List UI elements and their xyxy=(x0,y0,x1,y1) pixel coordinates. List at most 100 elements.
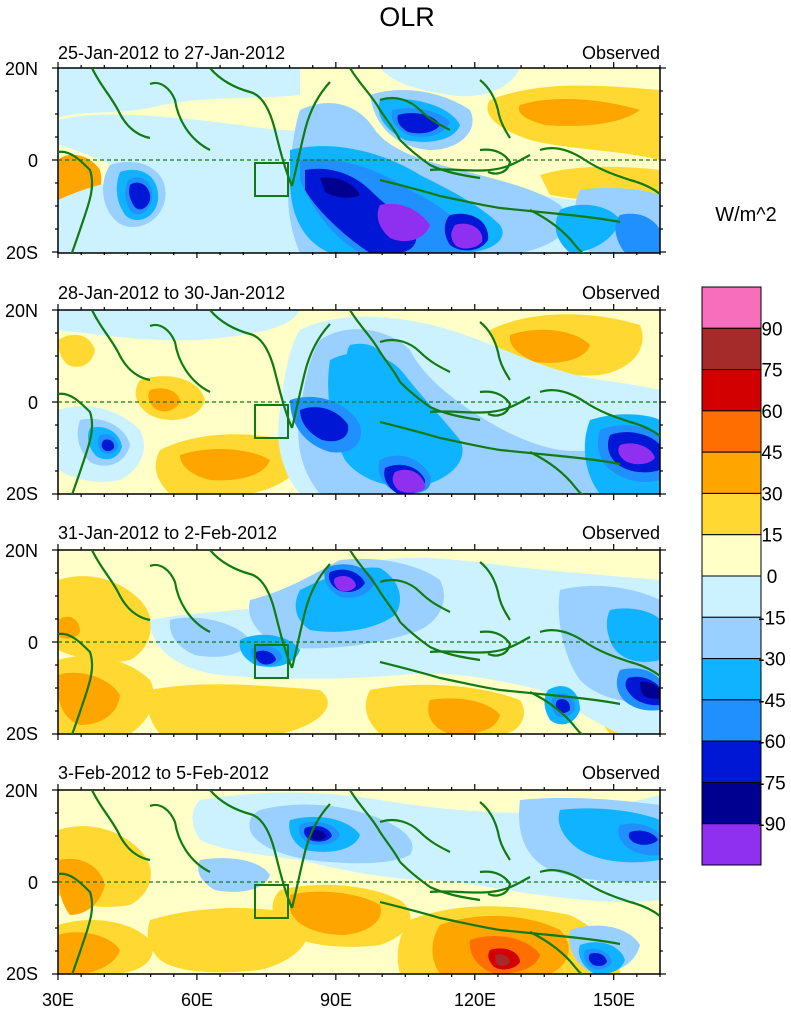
colorbar-swatch xyxy=(701,492,762,536)
panel-1-label: Observed xyxy=(582,43,660,63)
coastline-segment xyxy=(149,323,211,393)
panel-1-date-range: 25-Jan-2012 to 27-Jan-2012 xyxy=(58,43,285,63)
coastline-segment xyxy=(399,139,481,180)
colorbar-swatch xyxy=(701,658,762,701)
colorbar-swatch xyxy=(701,286,762,329)
coastline-segment xyxy=(529,209,585,253)
coastline-segment xyxy=(58,150,94,253)
colorbar-swatch xyxy=(701,740,762,783)
lat-label-0: 0 xyxy=(28,873,38,893)
lon-label-150e: 150E xyxy=(593,990,635,1010)
coastline-segment xyxy=(349,550,401,623)
lat-label-0: 0 xyxy=(28,151,38,171)
lon-labels: 30E 60E 90E 120E 150E xyxy=(42,990,635,1010)
lat-label-20s: 20S xyxy=(6,724,38,744)
colorbar-swatch xyxy=(701,781,762,825)
coastline-segment xyxy=(479,801,511,861)
colorbar-level-label: 90 xyxy=(761,319,782,340)
coastline-segment xyxy=(379,338,451,373)
coastline-segment xyxy=(379,900,501,932)
coastline-segment xyxy=(91,790,151,862)
panel-2-label: Observed xyxy=(582,283,660,303)
lon-label-30e: 30E xyxy=(42,990,74,1010)
colorbar-level-label: 45 xyxy=(761,443,782,464)
panel-2: 28-Jan-2012 to 30-Jan-2012 Observed xyxy=(57,283,661,495)
lat-label-0: 0 xyxy=(28,633,38,653)
coastline-segment xyxy=(290,81,331,187)
coastline-segment xyxy=(499,206,621,224)
coastline-segment xyxy=(379,660,501,692)
lat-labels-panel-3: 20N 0 20S xyxy=(5,541,38,744)
coastline-segment xyxy=(379,178,501,210)
lat-labels-panel-1: 20N 0 20S xyxy=(5,59,38,263)
coastline-segment xyxy=(529,691,584,734)
coastline-segment xyxy=(149,803,211,873)
coastline-segment xyxy=(479,630,512,657)
coastline-segment xyxy=(349,68,401,141)
colorbar-swatch xyxy=(701,823,762,866)
colorbar-swatch xyxy=(701,451,762,494)
coastline-segment xyxy=(539,146,660,195)
colorbar-swatch xyxy=(701,410,762,453)
coastline-segment xyxy=(479,79,511,139)
coastline-segment xyxy=(149,563,211,633)
panel-4-coastlines xyxy=(58,790,660,974)
panel-3-date-range: 31-Jan-2012 to 2-Feb-2012 xyxy=(58,523,277,543)
coastline-segment xyxy=(399,621,481,662)
colorbar-level-label: 30 xyxy=(761,484,782,505)
colorbar-level-label: -75 xyxy=(758,773,785,794)
coastline-segment xyxy=(539,868,660,917)
panel-1: 25-Jan-2012 to 27-Jan-2012 Observed xyxy=(57,43,661,254)
panel-2-date-range: 28-Jan-2012 to 30-Jan-2012 xyxy=(58,283,285,303)
coastline-segment xyxy=(479,321,511,381)
coastline-segment xyxy=(379,420,501,452)
coastline-segment xyxy=(290,563,331,669)
colorbar-level-label: 15 xyxy=(761,526,782,547)
lon-label-90e: 90E xyxy=(320,990,352,1010)
coastline-segment xyxy=(58,632,94,734)
region-box xyxy=(254,404,289,439)
coastline-segment xyxy=(58,872,94,974)
lat-label-20n: 20N xyxy=(5,781,38,801)
coastline-segment xyxy=(349,310,401,383)
coastline-segment xyxy=(290,803,331,909)
lat-labels-panel-4: 20N 0 20S xyxy=(5,781,38,984)
coastline-segment xyxy=(499,688,621,706)
panel-3-label: Observed xyxy=(582,523,660,543)
region-box xyxy=(254,644,289,679)
coastline-segment xyxy=(529,451,584,494)
colorbar-level-label: 60 xyxy=(761,402,782,423)
coastline-segment xyxy=(349,790,401,863)
panel-2-ticks xyxy=(52,304,666,500)
panel-4-ticks xyxy=(52,784,666,980)
coastline-segment xyxy=(379,818,451,853)
coastline-segment xyxy=(379,96,451,131)
colorbar-level-label: -30 xyxy=(758,650,785,671)
coastline-segment xyxy=(479,390,512,417)
colorbar-swatch xyxy=(701,616,762,660)
coastline-segment xyxy=(529,931,584,974)
coastline-segment xyxy=(499,448,621,466)
colorbar-swatch xyxy=(701,327,762,371)
coastline-segment xyxy=(91,68,151,140)
coastline-segment xyxy=(91,550,151,622)
lat-label-20s: 20S xyxy=(6,484,38,504)
panel-3-olr-field xyxy=(58,550,660,734)
panel-3: 31-Jan-2012 to 2-Feb-2012 Observed xyxy=(57,523,661,735)
colorbar-level-label: 0 xyxy=(767,567,778,588)
panel-1-olr-field xyxy=(58,68,660,253)
lat-label-20s: 20S xyxy=(6,964,38,984)
colorbar-level-label: -15 xyxy=(758,608,785,629)
colorbar-units: W/m^2 xyxy=(715,204,777,226)
lat-label-20s: 20S xyxy=(6,243,38,263)
panel-1-ticks xyxy=(52,62,666,258)
panel-4-label: Observed xyxy=(582,763,660,783)
panel-3-ticks xyxy=(52,544,666,740)
coastline-segment xyxy=(149,81,211,151)
figure-title: OLR xyxy=(379,2,435,32)
colorbar-level-label: 75 xyxy=(761,361,782,382)
colorbar-swatch xyxy=(701,369,762,412)
colorbar-swatch xyxy=(701,534,762,577)
colorbar-level-label: -90 xyxy=(758,815,785,836)
